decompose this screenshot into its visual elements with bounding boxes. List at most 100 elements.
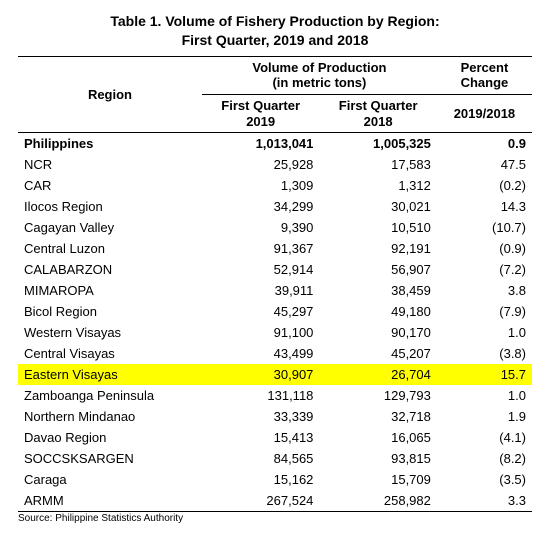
hdr-region: Region <box>18 56 202 132</box>
table-row: Northern Mindanao33,33932,7181.9 <box>18 406 532 427</box>
value-pct: (8.2) <box>437 448 532 469</box>
region-label: Davao Region <box>18 427 202 448</box>
value-q2018: 258,982 <box>319 490 436 512</box>
value-q2019: 43,499 <box>202 343 319 364</box>
value-q2018: 93,815 <box>319 448 436 469</box>
value-pct: (0.2) <box>437 175 532 196</box>
region-label: Ilocos Region <box>18 196 202 217</box>
value-q2019: 91,100 <box>202 322 319 343</box>
region-label: SOCCSKSARGEN <box>18 448 202 469</box>
region-label: Zamboanga Peninsula <box>18 385 202 406</box>
total-pct: 0.9 <box>437 133 532 155</box>
value-q2019: 267,524 <box>202 490 319 512</box>
region-label: CAR <box>18 175 202 196</box>
source-note: Source: Philippine Statistics Authority <box>18 513 532 524</box>
value-q2019: 84,565 <box>202 448 319 469</box>
value-q2018: 26,704 <box>319 364 436 385</box>
value-q2018: 15,709 <box>319 469 436 490</box>
value-q2019: 15,162 <box>202 469 319 490</box>
total-q2018: 1,005,325 <box>319 133 436 155</box>
region-label: Central Visayas <box>18 343 202 364</box>
table-body: Philippines 1,013,041 1,005,325 0.9 NCR2… <box>18 133 532 512</box>
value-pct: 3.3 <box>437 490 532 512</box>
total-label: Philippines <box>18 133 202 155</box>
value-q2018: 129,793 <box>319 385 436 406</box>
table-row: CALABARZON52,91456,907(7.2) <box>18 259 532 280</box>
hdr-percent: Percent Change <box>437 56 532 94</box>
table-row: Western Visayas91,10090,1701.0 <box>18 322 532 343</box>
table-row: Eastern Visayas30,90726,70415.7 <box>18 364 532 385</box>
value-pct: (4.1) <box>437 427 532 448</box>
value-q2019: 39,911 <box>202 280 319 301</box>
value-q2018: 32,718 <box>319 406 436 427</box>
value-q2019: 30,907 <box>202 364 319 385</box>
fishery-table: Region Volume of Production (in metric t… <box>18 56 532 512</box>
value-q2018: 49,180 <box>319 301 436 322</box>
table-row: NCR25,92817,58347.5 <box>18 154 532 175</box>
value-pct: (10.7) <box>437 217 532 238</box>
region-label: MIMAROPA <box>18 280 202 301</box>
value-q2019: 52,914 <box>202 259 319 280</box>
value-q2018: 45,207 <box>319 343 436 364</box>
hdr-pct-sub: 2019/2018 <box>437 94 532 132</box>
table-row: Zamboanga Peninsula131,118129,7931.0 <box>18 385 532 406</box>
value-pct: 15.7 <box>437 364 532 385</box>
value-q2018: 38,459 <box>319 280 436 301</box>
region-label: NCR <box>18 154 202 175</box>
region-label: Northern Mindanao <box>18 406 202 427</box>
value-q2018: 30,021 <box>319 196 436 217</box>
region-label: ARMM <box>18 490 202 512</box>
value-q2018: 92,191 <box>319 238 436 259</box>
value-q2019: 45,297 <box>202 301 319 322</box>
value-pct: 1.9 <box>437 406 532 427</box>
value-q2019: 1,309 <box>202 175 319 196</box>
value-q2018: 17,583 <box>319 154 436 175</box>
value-pct: (3.5) <box>437 469 532 490</box>
table-row: Central Luzon91,36792,191(0.9) <box>18 238 532 259</box>
table-title: Table 1. Volume of Fishery Production by… <box>18 12 532 50</box>
value-q2019: 25,928 <box>202 154 319 175</box>
table-row: Central Visayas43,49945,207(3.8) <box>18 343 532 364</box>
value-pct: 47.5 <box>437 154 532 175</box>
title-line-1: Table 1. Volume of Fishery Production by… <box>110 13 439 29</box>
value-pct: (3.8) <box>437 343 532 364</box>
value-q2019: 33,339 <box>202 406 319 427</box>
region-label: Central Luzon <box>18 238 202 259</box>
value-q2019: 34,299 <box>202 196 319 217</box>
table-row: Ilocos Region34,29930,02114.3 <box>18 196 532 217</box>
table-row: MIMAROPA39,91138,4593.8 <box>18 280 532 301</box>
value-q2018: 16,065 <box>319 427 436 448</box>
table-row: Caraga15,16215,709(3.5) <box>18 469 532 490</box>
value-pct: 3.8 <box>437 280 532 301</box>
value-q2018: 90,170 <box>319 322 436 343</box>
region-label: Western Visayas <box>18 322 202 343</box>
table-row: Davao Region15,41316,065(4.1) <box>18 427 532 448</box>
value-q2019: 9,390 <box>202 217 319 238</box>
region-label: CALABARZON <box>18 259 202 280</box>
region-label: Caraga <box>18 469 202 490</box>
total-row: Philippines 1,013,041 1,005,325 0.9 <box>18 133 532 155</box>
value-pct: (7.2) <box>437 259 532 280</box>
value-q2019: 131,118 <box>202 385 319 406</box>
hdr-q2018: First Quarter 2018 <box>319 94 436 132</box>
table-row: Cagayan Valley9,39010,510(10.7) <box>18 217 532 238</box>
hdr-q2019: First Quarter 2019 <box>202 94 319 132</box>
title-line-2: First Quarter, 2019 and 2018 <box>182 32 369 48</box>
value-pct: 1.0 <box>437 385 532 406</box>
value-q2018: 1,312 <box>319 175 436 196</box>
region-label: Bicol Region <box>18 301 202 322</box>
value-q2018: 10,510 <box>319 217 436 238</box>
value-pct: 1.0 <box>437 322 532 343</box>
value-q2019: 91,367 <box>202 238 319 259</box>
region-label: Cagayan Valley <box>18 217 202 238</box>
region-label: Eastern Visayas <box>18 364 202 385</box>
value-pct: 14.3 <box>437 196 532 217</box>
hdr-volume: Volume of Production (in metric tons) <box>202 56 437 94</box>
value-pct: (0.9) <box>437 238 532 259</box>
table-row: CAR1,3091,312(0.2) <box>18 175 532 196</box>
value-pct: (7.9) <box>437 301 532 322</box>
table-row: SOCCSKSARGEN84,56593,815(8.2) <box>18 448 532 469</box>
table-row: Bicol Region45,29749,180(7.9) <box>18 301 532 322</box>
value-q2019: 15,413 <box>202 427 319 448</box>
value-q2018: 56,907 <box>319 259 436 280</box>
